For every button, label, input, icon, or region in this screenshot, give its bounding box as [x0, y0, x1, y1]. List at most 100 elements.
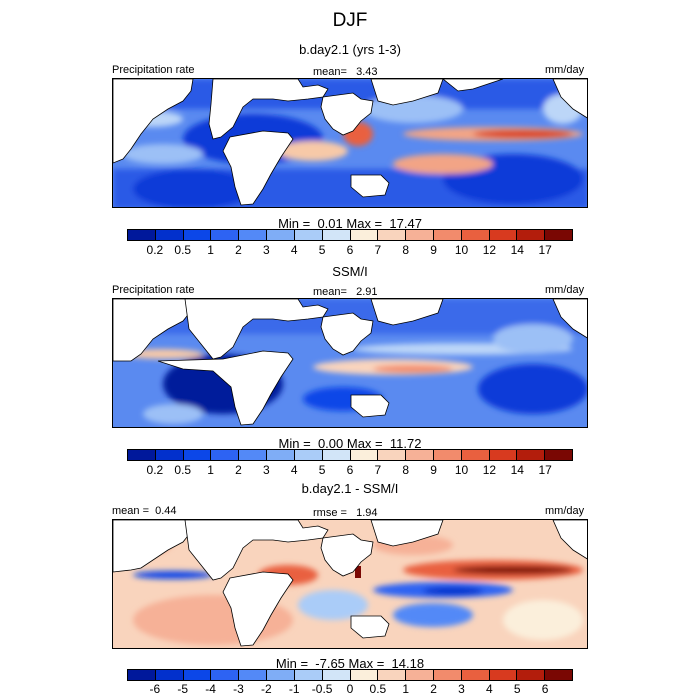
- panel-1-map: [112, 78, 588, 208]
- colorbar-tick-label: 2: [430, 682, 437, 696]
- panel-3-mean-label: mean = 0.44: [112, 505, 177, 517]
- colorbar-tick-label: 6: [541, 682, 549, 696]
- colorbar-tick-label: -5: [177, 682, 189, 696]
- colorbar-swatch: [517, 670, 546, 680]
- panel-3-subtitle: b.day2.1 - SSM/I: [301, 481, 399, 496]
- colorbar-tick-label: -2: [261, 682, 272, 696]
- colorbar-tick-label: 0.5: [174, 243, 192, 257]
- panel-2-mean-text: mean=: [313, 286, 347, 298]
- colorbar-swatch: [267, 230, 295, 240]
- panel-1-colorbar-ticks: 0.2 0.5 1 2 3 4 5 6 7 8 9 10 12 14 17: [127, 243, 573, 259]
- panel-1-mean-label: mean= 3.43: [313, 66, 378, 78]
- colorbar-swatch: [406, 670, 434, 680]
- panel-1-subtitle: b.day2.1 (yrs 1-3): [299, 42, 401, 57]
- colorbar-swatch: [433, 230, 462, 240]
- colorbar-swatch: [294, 670, 323, 680]
- panel-1-variable-label: Precipitation rate: [112, 64, 195, 76]
- panel-2-min-label: Min =: [278, 436, 311, 451]
- colorbar-tick-label: 0: [346, 682, 354, 696]
- panel-2-mean-label: mean= 2.91: [313, 286, 378, 298]
- colorbar-swatch: [294, 450, 323, 460]
- colorbar-tick-label: 17: [538, 463, 552, 477]
- panel-3-minmax: Min = -7.65 Max = 14.18: [0, 656, 700, 671]
- colorbar-swatch: [461, 230, 490, 240]
- colorbar-tick-label: -0.5: [311, 682, 333, 696]
- panel-2-max-label: Max =: [346, 436, 383, 451]
- colorbar-tick-label: 5: [318, 463, 326, 477]
- colorbar-swatch: [406, 230, 434, 240]
- panel-2-mean-value: 2.91: [356, 286, 378, 298]
- panel-3-colorbar-ticks: -6 -5 -4 -3 -2 -1 -0.5 0 0.5 1 2 3 4 5 6: [127, 682, 573, 698]
- colorbar-swatch: [350, 450, 379, 460]
- panel-3-rmse-value: 1.94: [356, 507, 378, 519]
- panel-1-units: mm/day: [545, 64, 585, 76]
- colorbar-tick-label: 0.5: [174, 463, 192, 477]
- colorbar-tick-label: -6: [149, 682, 161, 696]
- colorbar-tick-label: 17: [538, 243, 552, 257]
- colorbar-swatch: [155, 230, 184, 240]
- colorbar-tick-label: -3: [233, 682, 244, 696]
- colorbar-swatch: [128, 230, 156, 240]
- colorbar-tick-label: 14: [510, 243, 524, 257]
- colorbar-swatch: [461, 450, 490, 460]
- panel-2-units: mm/day: [545, 284, 585, 296]
- colorbar-tick-label: 1: [402, 682, 410, 696]
- colorbar-swatch: [183, 230, 212, 240]
- panel-2-minmax: Min = 0.00 Max = 11.72: [0, 436, 700, 451]
- colorbar-tick-label: 7: [374, 243, 382, 257]
- panel-2-variable-label: Precipitation rate: [112, 284, 195, 296]
- colorbar-swatch: [461, 670, 490, 680]
- colorbar-swatch: [294, 230, 323, 240]
- colorbar-swatch: [378, 230, 407, 240]
- colorbar-tick-label: 1: [207, 463, 214, 477]
- panel-1-max-value: 17.47: [389, 216, 422, 231]
- panel-2-map: [112, 298, 588, 428]
- colorbar-swatch: [322, 670, 351, 680]
- panel-3-max-label: Max =: [348, 656, 385, 671]
- colorbar-swatch: [517, 450, 546, 460]
- panel-1-max-label: Max =: [346, 216, 383, 231]
- colorbar-tick-label: -1: [288, 682, 300, 696]
- panel-2-colorbar-ticks: 0.2 0.5 1 2 3 4 5 6 7 8 9 10 12 14 17: [127, 463, 573, 479]
- colorbar-tick-label: 6: [346, 463, 354, 477]
- colorbar-tick-label: 3: [263, 463, 270, 477]
- colorbar-tick-label: 3: [263, 243, 270, 257]
- colorbar-tick-label: 2: [235, 463, 242, 477]
- colorbar-tick-label: 4: [290, 243, 298, 257]
- colorbar-swatch: [433, 670, 462, 680]
- colorbar-swatch: [322, 450, 351, 460]
- colorbar-swatch: [350, 230, 379, 240]
- colorbar-swatch: [211, 230, 240, 240]
- colorbar-tick-label: 10: [454, 463, 469, 477]
- colorbar-swatch: [128, 450, 156, 460]
- colorbar-swatch: [378, 670, 407, 680]
- panel-3-rmse-label: rmse = 1.94: [313, 507, 378, 519]
- colorbar-swatch: [239, 450, 268, 460]
- colorbar-tick-label: 14: [510, 463, 524, 477]
- panel-1-min-value: 0.01: [317, 216, 343, 231]
- panel-1-min-label: Min =: [278, 216, 311, 231]
- colorbar-tick-label: 4: [486, 682, 493, 696]
- colorbar-tick-label: 9: [430, 463, 437, 477]
- panel-1-colorbar: [127, 229, 573, 241]
- colorbar-swatch: [350, 670, 379, 680]
- panel-3-mean-value: 0.44: [155, 505, 177, 517]
- colorbar-tick-label: -4: [205, 682, 216, 696]
- panel-3-min-value: -7.65: [315, 656, 345, 671]
- panel-3-colorbar: [127, 669, 573, 681]
- colorbar-tick-label: 4: [290, 463, 298, 477]
- colorbar-tick-label: 9: [430, 243, 437, 257]
- panel-2-subtitle: SSM/I: [332, 264, 368, 279]
- colorbar-tick-label: 1: [207, 243, 214, 257]
- colorbar-swatch: [545, 670, 572, 680]
- colorbar-tick-label: 6: [346, 243, 354, 257]
- colorbar-tick-label: 0.5: [369, 682, 387, 696]
- panel-1-minmax: Min = 0.01 Max = 17.47: [0, 216, 700, 231]
- colorbar-tick-label: 12: [482, 243, 497, 257]
- colorbar-swatch: [239, 230, 268, 240]
- colorbar-tick-label: 3: [458, 682, 465, 696]
- colorbar-tick-label: 2: [235, 243, 242, 257]
- colorbar-swatch: [155, 450, 184, 460]
- colorbar-swatch: [489, 230, 518, 240]
- colorbar-swatch: [406, 450, 434, 460]
